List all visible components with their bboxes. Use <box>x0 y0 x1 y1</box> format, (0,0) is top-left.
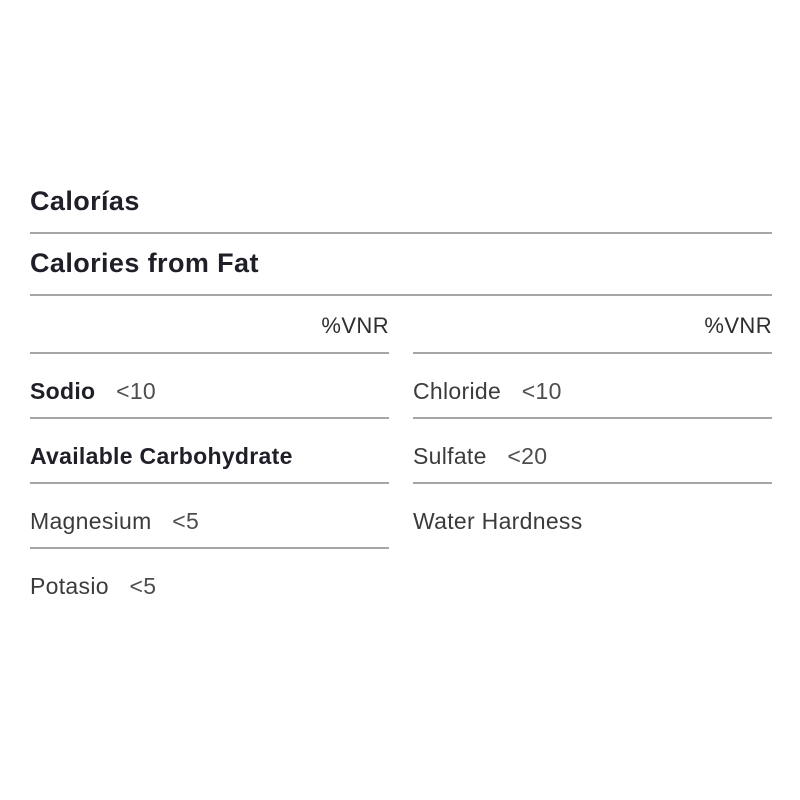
nutrient-label-water-hardness: Water Hardness <box>413 508 583 534</box>
nutrition-row-available-carbohydrate: Available Carbohydrate <box>30 419 389 484</box>
nutrition-row-potasio: Potasio <5 <box>30 549 389 612</box>
nutrition-row-sodio: Sodio <10 <box>30 354 389 419</box>
nutrient-value-potasio: <5 <box>129 573 157 599</box>
nutrition-column-left: %VNR Sodio <10 Available Carbohydrate Ma… <box>30 296 389 612</box>
nutrient-label-sulfate: Sulfate <box>413 443 487 469</box>
percent-vnr-label: %VNR <box>704 313 772 338</box>
nutrient-value-chloride: <10 <box>521 378 562 404</box>
nutrition-column-right: %VNR Chloride <10 Sulfate <20 Water Hard… <box>413 296 772 612</box>
nutrient-label-chloride: Chloride <box>413 378 502 404</box>
nutrient-label-calorias: Calorías <box>30 186 140 216</box>
nutrition-row-chloride: Chloride <10 <box>413 354 772 419</box>
percent-vnr-label: %VNR <box>321 313 389 338</box>
nutrient-value-sulfate: <20 <box>507 443 548 469</box>
nutrition-facts-panel: Calorías Calories from Fat %VNR Sodio <1… <box>30 0 772 612</box>
nutrient-label-calories-from-fat: Calories from Fat <box>30 248 259 278</box>
nutrition-row-calories-from-fat: Calories from Fat <box>30 234 772 296</box>
percent-vnr-header-left: %VNR <box>30 296 389 354</box>
nutrient-label-potasio: Potasio <box>30 573 109 599</box>
nutrient-label-magnesium: Magnesium <box>30 508 152 534</box>
nutrient-value-magnesium: <5 <box>172 508 200 534</box>
nutrient-value-sodio: <10 <box>116 378 157 404</box>
nutrition-row-water-hardness: Water Hardness <box>413 484 772 547</box>
nutrient-label-sodio: Sodio <box>30 378 96 404</box>
nutrition-columns: %VNR Sodio <10 Available Carbohydrate Ma… <box>30 296 772 612</box>
nutrition-row-calorias: Calorías <box>30 172 772 234</box>
nutrient-label-available-carbohydrate: Available Carbohydrate <box>30 443 293 469</box>
nutrition-row-sulfate: Sulfate <20 <box>413 419 772 484</box>
percent-vnr-header-right: %VNR <box>413 296 772 354</box>
nutrition-row-magnesium: Magnesium <5 <box>30 484 389 549</box>
